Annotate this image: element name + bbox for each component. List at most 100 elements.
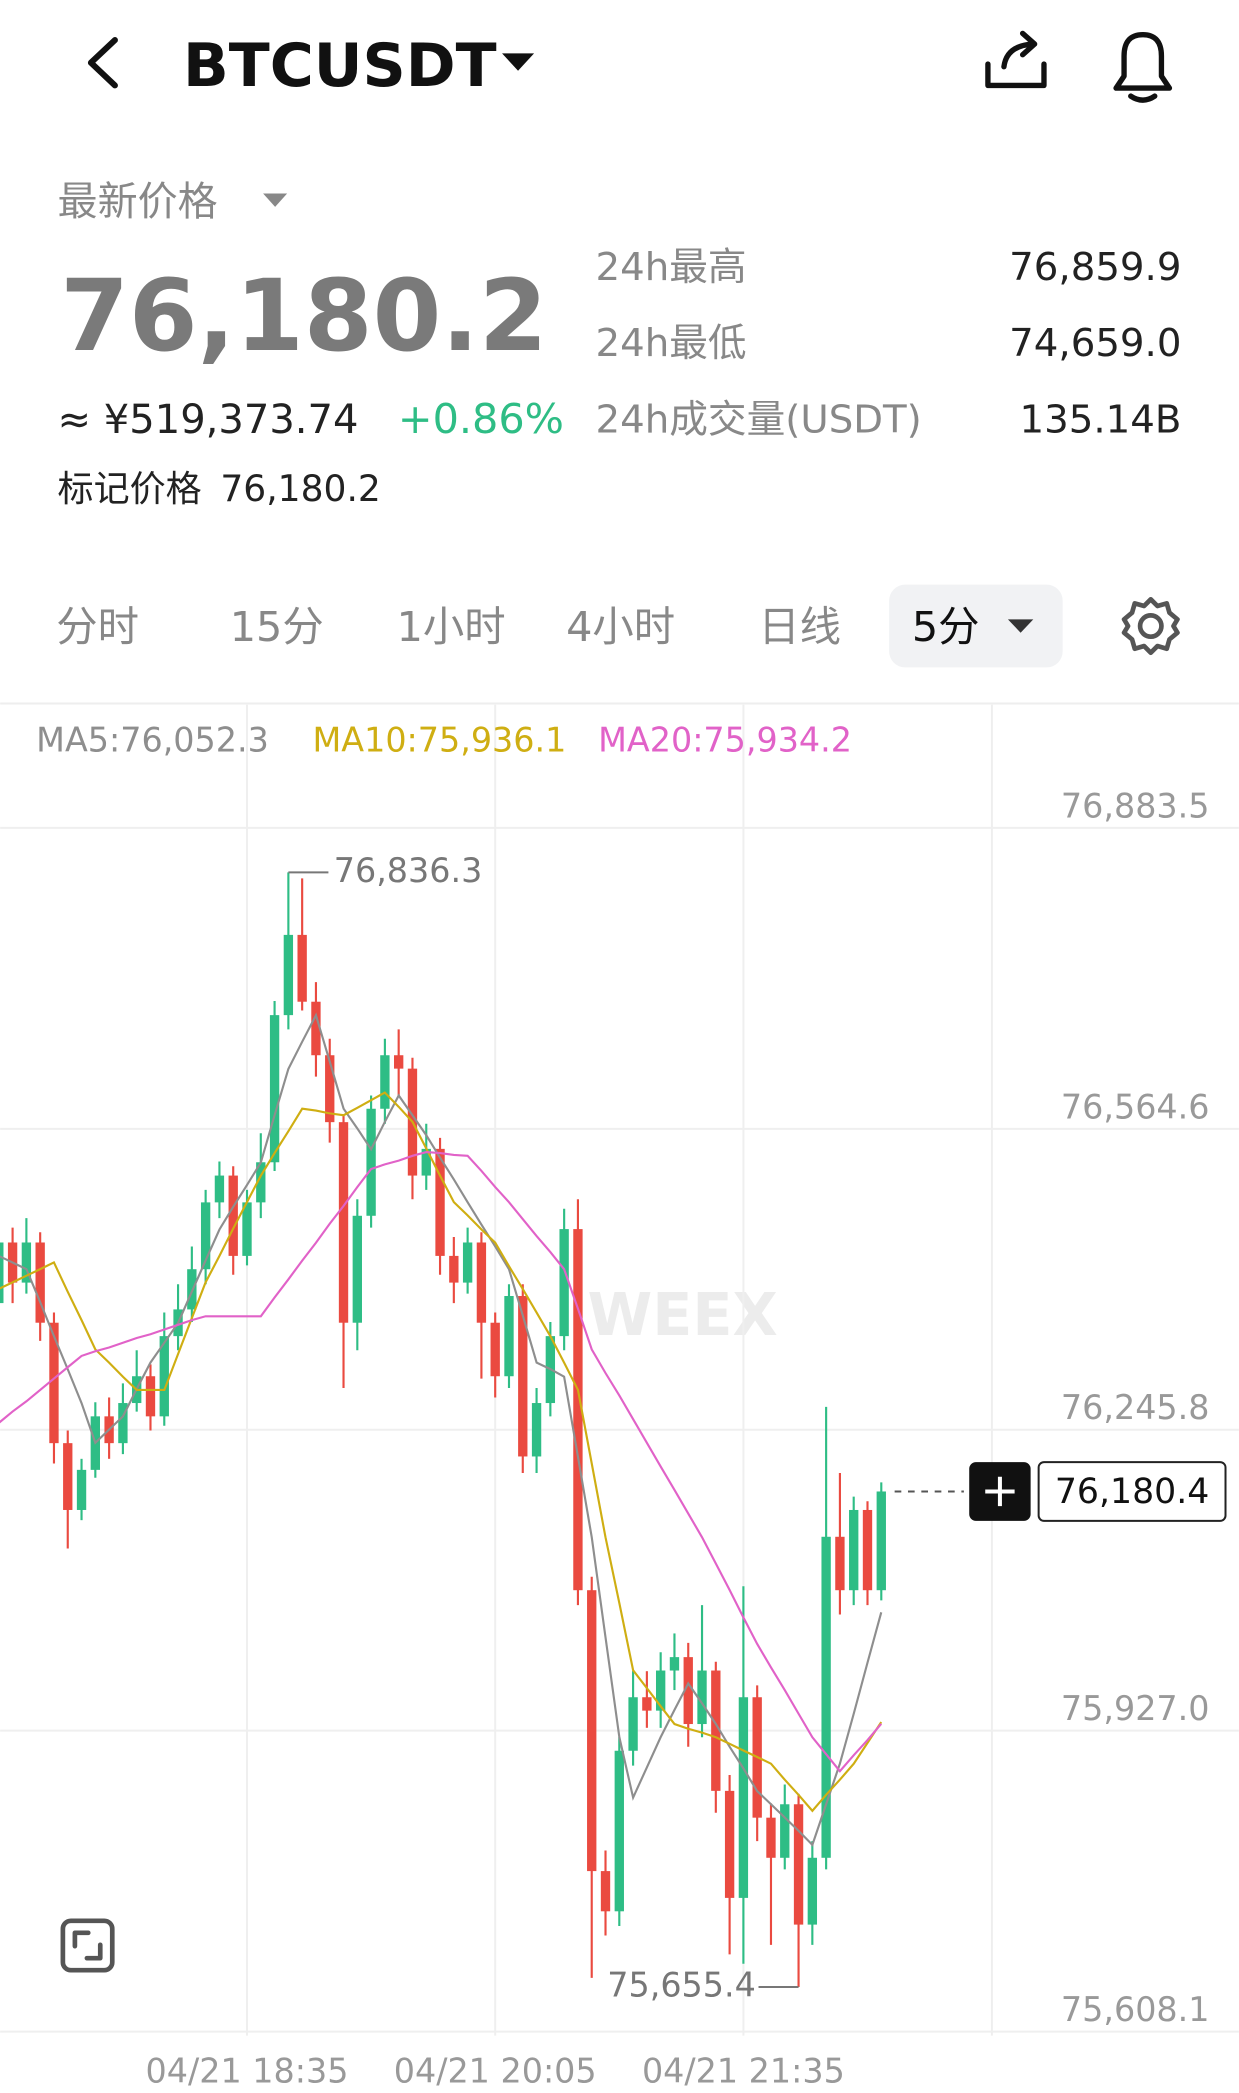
candle-body [21,1242,32,1283]
candle-body [462,1242,473,1283]
candle-body [366,1108,376,1216]
candle-body [228,1175,238,1256]
candle-body [807,1857,818,1925]
symbol[interactable]: BTCUSDT [183,31,497,101]
settings-button[interactable] [1121,596,1180,656]
annotation-label: 75,655.4 [607,1965,756,2004]
symbol-dropdown[interactable] [502,53,535,71]
y-tick-label: 75,927.0 [1061,1689,1210,1728]
candle-body [642,1697,652,1711]
candle-body [711,1670,721,1791]
interval-tab[interactable]: 1小时 [397,603,506,651]
candle-body [697,1670,707,1725]
candle-body [876,1491,886,1591]
last-price: 76,180.2 [60,259,547,374]
x-tick-label: 04/21 20:05 [394,2051,597,2090]
ma-legend: MA10:75,936.1 [312,721,566,760]
interval-tab[interactable]: 4小时 [566,603,675,651]
active-tab-bg [889,584,1063,668]
candle-body [256,1162,266,1203]
candle-body [145,1376,156,1417]
candle-body [49,1322,59,1444]
candle-body [35,1242,45,1323]
mark-price-value: 76,180.2 [220,469,380,510]
candle-body [531,1403,542,1457]
y-tick-label: 76,564.6 [1061,1087,1210,1126]
last-price-box [1037,1461,1227,1522]
fullscreen-button[interactable] [60,1918,115,1973]
add-order-icon[interactable] [985,1476,1015,1507]
candle-body [311,1001,321,1056]
candle-body [394,1055,404,1069]
interval-tab[interactable]: 15分 [230,603,324,651]
candle-body [849,1509,859,1591]
candle-body [63,1443,73,1510]
back-button[interactable] [87,37,118,89]
alert-button[interactable] [1113,32,1173,103]
candle-body [297,934,307,1002]
price-change: +0.86% [398,395,564,443]
candle-body [738,1697,749,1898]
annotation-label: 76,836.3 [334,851,483,890]
stat-value: 74,659.0 [1009,321,1181,366]
price-label-dropdown[interactable] [263,193,288,207]
candle-body [600,1871,611,1912]
ma-legend: MA20:75,934.2 [598,721,852,760]
stat-label: 24h成交量(USDT) [595,397,921,442]
candle-body [159,1336,169,1417]
candle-body [476,1242,487,1323]
candle-body [338,1122,349,1323]
candle-body [242,1202,252,1256]
stat-value: 135.14B [1020,397,1182,442]
interval-tab[interactable]: 5分 [912,603,980,651]
interval-tab[interactable]: 分时 [56,603,139,651]
interval-dropdown[interactable] [1007,619,1034,633]
candle-body [352,1215,362,1323]
watermark: WEEX [587,1280,777,1349]
candle-body [573,1229,583,1591]
candle-body [518,1296,528,1457]
mark-price-label: 标记价格 [58,469,202,510]
candle-body [655,1670,666,1711]
candle-body [669,1657,680,1671]
candle-body [380,1055,390,1109]
candle-body [76,1469,87,1510]
stat-label: 24h最低 [595,321,746,366]
x-tick-label: 04/21 18:35 [146,2051,349,2090]
ma-line [0,1091,883,1813]
stat-label: 24h最高 [595,245,746,290]
candle-body [821,1536,831,1858]
ma-legend: MA5:76,052.3 [36,721,269,760]
candle-body [283,934,294,1016]
candle-body [793,1804,804,1925]
interval-tab[interactable]: 日线 [758,603,841,651]
x-tick-label: 04/21 21:35 [642,2051,845,2090]
ma-line [0,1151,883,1773]
y-tick-label: 76,883.5 [1061,786,1210,825]
candle-body [628,1697,638,1751]
candle-body [0,1242,4,1304]
price-label: 最新价格 [58,179,218,225]
candle-body [614,1750,624,1912]
ma-line [0,1012,883,1847]
y-tick-label: 75,608.1 [1061,1990,1210,2029]
candle-body [269,1015,280,1163]
candle-body [683,1657,693,1725]
candle-body [766,1817,776,1858]
candle-body [780,1804,790,1858]
candle-body [559,1229,569,1337]
candle-body [587,1590,597,1872]
candle-body [421,1148,431,1176]
candle-body [835,1536,845,1591]
stat-value: 76,859.9 [1009,245,1181,290]
candle-body [862,1509,873,1591]
candle-body [214,1175,225,1203]
candle-body [435,1148,445,1256]
candle-body [200,1202,211,1270]
share-button[interactable] [985,30,1047,89]
candle-body [118,1403,128,1444]
last-price-label: 76,180.4 [1055,1472,1209,1512]
candle-body [449,1255,459,1283]
y-tick-label: 76,245.8 [1061,1388,1210,1427]
